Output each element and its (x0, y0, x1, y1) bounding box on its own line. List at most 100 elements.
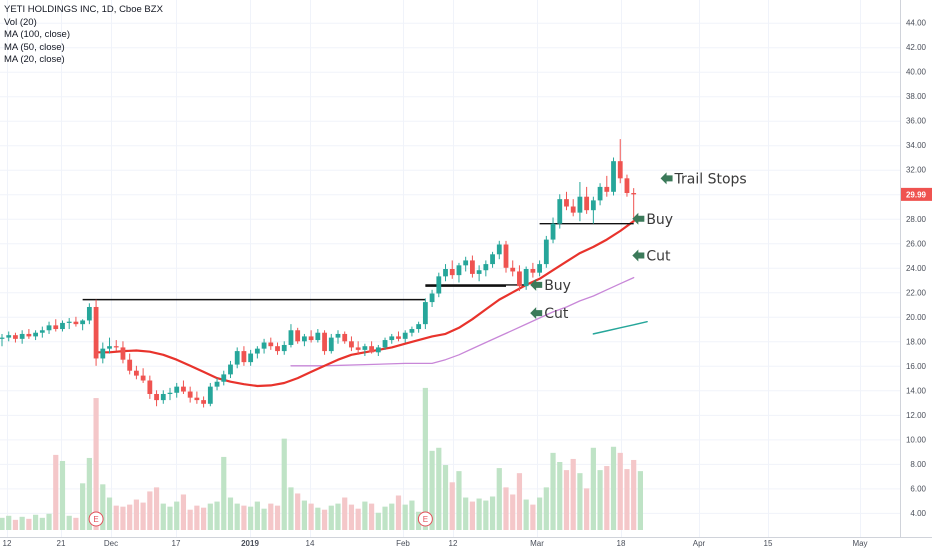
volume-bar (395, 495, 402, 530)
volume-bar (328, 505, 334, 530)
candle-body (476, 270, 482, 274)
volume-bar (248, 506, 254, 530)
volume-bar (557, 461, 563, 530)
price-tick-label: 14.00 (906, 386, 927, 395)
candle-body (362, 346, 368, 350)
time-tick-label: Dec (104, 539, 118, 548)
volume-bar (590, 447, 596, 530)
candle-body (100, 348, 106, 359)
candle-body (187, 391, 193, 398)
ma50-line (290, 276, 635, 367)
candle-body (73, 321, 79, 325)
candle-body (174, 386, 180, 393)
candle-body (402, 332, 408, 339)
price-tick-label: 42.00 (906, 43, 927, 52)
volume-bar (570, 458, 576, 530)
volume-bar (194, 505, 200, 530)
volume-bar (335, 503, 341, 530)
candle-body (577, 196, 583, 213)
candle-body (281, 344, 287, 352)
candle-body (33, 332, 38, 337)
volume-bar (449, 482, 455, 530)
time-tick-label: 2019 (241, 539, 259, 548)
volume-bar (456, 471, 462, 530)
legend-ma20[interactable]: MA (20, close) (4, 54, 65, 65)
volume-bar (469, 501, 475, 530)
candle-body (523, 269, 529, 287)
candle-body (214, 381, 220, 387)
candle-body (342, 333, 348, 342)
volume-bar (254, 501, 260, 530)
candle-body (127, 359, 133, 371)
candle-body (369, 346, 374, 353)
volume-bar (53, 454, 59, 530)
candle-body (113, 346, 119, 348)
legend-vol[interactable]: Vol (20) (4, 16, 37, 28)
volume-bar (0, 517, 5, 530)
volume-bar (33, 514, 39, 530)
volume-bar (523, 499, 529, 530)
candle-body (503, 244, 509, 268)
last-price-badge: 29.99 (901, 187, 932, 201)
candle-body (39, 330, 45, 333)
volume-bar (39, 517, 45, 530)
time-tick-label: 21 (57, 539, 66, 548)
candle-body (154, 393, 159, 401)
volume-bar (604, 466, 610, 530)
volume-bar (93, 398, 99, 530)
volume-bar (80, 483, 86, 530)
time-tick-label: 14 (306, 539, 315, 548)
volume-bar (288, 487, 294, 530)
volume-bar (389, 503, 395, 530)
candle-body (517, 271, 522, 287)
candle-body (120, 347, 126, 360)
candle-body (470, 260, 475, 274)
candle-body (429, 293, 435, 303)
last-price-badge-bg (901, 187, 932, 201)
candle-body (537, 264, 542, 273)
volume-bar (221, 456, 227, 530)
volume-bar (624, 469, 630, 530)
candles (0, 139, 637, 408)
volume-bar (442, 465, 449, 530)
candle-body (140, 375, 146, 381)
candle-body (617, 161, 623, 179)
time-axis[interactable]: 12 21 Dec 17 2019 14 Feb 12 Mar 18 Apr 15 May (3, 539, 868, 548)
volume-bar (167, 506, 173, 530)
volume-bar (59, 460, 66, 530)
price-axis[interactable]: 4.00 6.00 8.00 10.00 12.00 14.00 16.00 18.00 20.… (906, 19, 927, 518)
candle-body (584, 196, 590, 211)
candle-body (590, 200, 596, 211)
volume-bar (362, 501, 368, 530)
candle-body (46, 325, 52, 331)
volume-bar (617, 452, 623, 530)
ma100-line (592, 320, 648, 335)
volume-bar (187, 509, 193, 530)
candle-body (416, 324, 422, 330)
legend-ma100[interactable]: MA (100, close) (4, 29, 70, 40)
price-tick-label: 24.00 (906, 264, 927, 273)
annotations: Trail Stops Buy Cut Buy Cut (530, 171, 747, 322)
volume-bar (241, 505, 247, 530)
symbol-title[interactable]: YETI HOLDINGS INC, 1D, Cboe BZX (4, 4, 163, 15)
legend-ma50[interactable]: MA (50, close) (4, 41, 65, 53)
candle-body (456, 265, 462, 276)
price-tick-label: 26.00 (906, 239, 927, 248)
candle-body (13, 335, 18, 339)
volume-bar (315, 507, 321, 530)
candle-body (449, 269, 455, 276)
last-price-label: 29.99 (906, 190, 927, 199)
candle-body (349, 341, 354, 348)
price-tick-label: 38.00 (906, 92, 927, 101)
price-tick-label: 40.00 (906, 68, 927, 77)
volume-bar (543, 487, 549, 530)
time-tick-label: 18 (617, 539, 626, 548)
candle-body (396, 336, 401, 339)
volume-bar (106, 497, 113, 530)
candle-body (490, 254, 495, 265)
volume-bar (476, 498, 482, 530)
annotation-label: Cut (544, 306, 569, 322)
candle-body (53, 325, 59, 330)
